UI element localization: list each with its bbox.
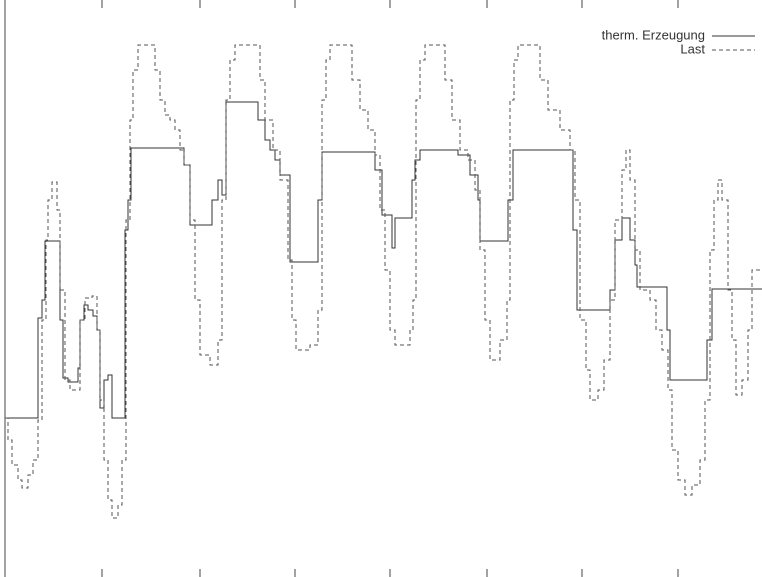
series-line bbox=[5, 44, 762, 519]
legend-label: Last bbox=[680, 41, 705, 56]
series-line bbox=[5, 101, 762, 419]
legend-label: therm. Erzeugung bbox=[602, 27, 705, 42]
